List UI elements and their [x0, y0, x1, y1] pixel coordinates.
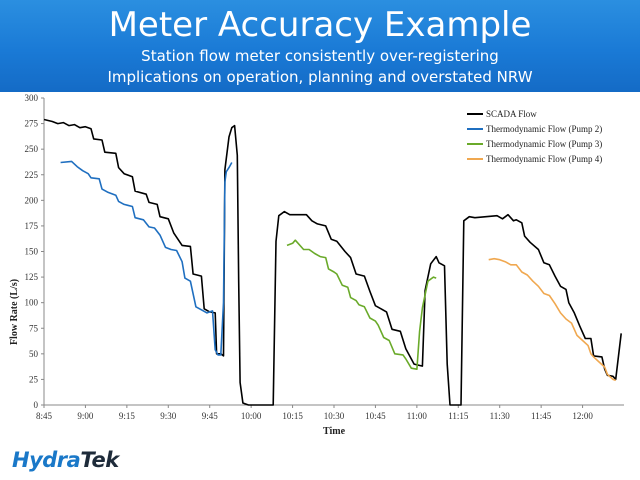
logo-text-part2: Tek — [80, 448, 119, 472]
y-tick-label: 50 — [29, 349, 39, 359]
legend-label-2: Thermodynamic Flow (Pump 2) — [486, 124, 602, 134]
x-tick-label: 9:15 — [119, 411, 136, 421]
logo-text-part1: Hydra — [12, 448, 81, 472]
x-tick-label: 11:45 — [531, 411, 552, 421]
y-axis-label: Flow Rate (L/s) — [9, 279, 20, 345]
legend-label-1: SCADA Flow — [486, 109, 537, 119]
flow-rate-chart: 0 25 50 75 100 125 150 175 200 225 250 275 300 8:45 9… — [9, 93, 624, 437]
x-tick-label: 9:30 — [160, 411, 177, 421]
slide-subtitle-2: Implications on operation, planning and … — [107, 68, 533, 86]
x-tick-label: 12:00 — [572, 411, 593, 421]
y-tick-label: 250 — [25, 144, 39, 154]
legend-label-4: Thermodynamic Flow (Pump 4) — [486, 154, 602, 164]
y-tick-label: 0 — [34, 400, 39, 410]
y-tick-label: 150 — [25, 247, 39, 257]
x-axis-label: Time — [323, 426, 346, 437]
y-tick-label: 175 — [25, 221, 39, 231]
legend-label-3: Thermodynamic Flow (Pump 3) — [486, 139, 602, 149]
y-tick-label: 75 — [29, 323, 39, 333]
series-line-2 — [60, 160, 233, 356]
slide-title: Meter Accuracy Example — [108, 5, 532, 45]
slide-subtitle-1: Station flow meter consistently over-reg… — [141, 47, 499, 65]
title-banner: Meter Accuracy Example Station flow mete… — [0, 0, 640, 92]
y-tick-label: 25 — [29, 374, 39, 384]
x-tick-label: 10:45 — [365, 411, 386, 421]
hydratek-logo: HydraTek — [12, 448, 119, 472]
series-line-3 — [286, 239, 437, 370]
x-tick-label: 10:15 — [282, 411, 303, 421]
x-tick-label: 9:45 — [202, 411, 219, 421]
y-axis: 0 25 50 75 100 125 150 175 200 225 250 275 300 — [25, 93, 45, 410]
y-tick-label: 275 — [25, 119, 39, 129]
legend: SCADA Flow Thermodynamic Flow (Pump 2) The… — [467, 109, 602, 164]
x-tick-label: 11:15 — [448, 411, 469, 421]
y-tick-label: 100 — [25, 298, 39, 308]
plot-lines — [43, 118, 622, 406]
y-tick-label: 200 — [25, 195, 39, 205]
x-tick-label: 9:00 — [77, 411, 94, 421]
series-line-1 — [43, 118, 622, 406]
x-axis: 8:45 9:00 9:15 9:30 9:45 10:00 10:15 10:30 10:45… — [36, 404, 624, 421]
x-tick-label: 11:30 — [490, 411, 511, 421]
x-tick-label: 10:30 — [324, 411, 345, 421]
x-tick-label: 10:00 — [241, 411, 262, 421]
y-tick-label: 300 — [25, 93, 39, 103]
x-tick-label: 8:45 — [36, 411, 53, 421]
x-tick-label: 11:00 — [407, 411, 428, 421]
y-tick-label: 225 — [25, 170, 39, 180]
series-line-4 — [488, 257, 616, 382]
y-tick-label: 125 — [25, 272, 39, 282]
